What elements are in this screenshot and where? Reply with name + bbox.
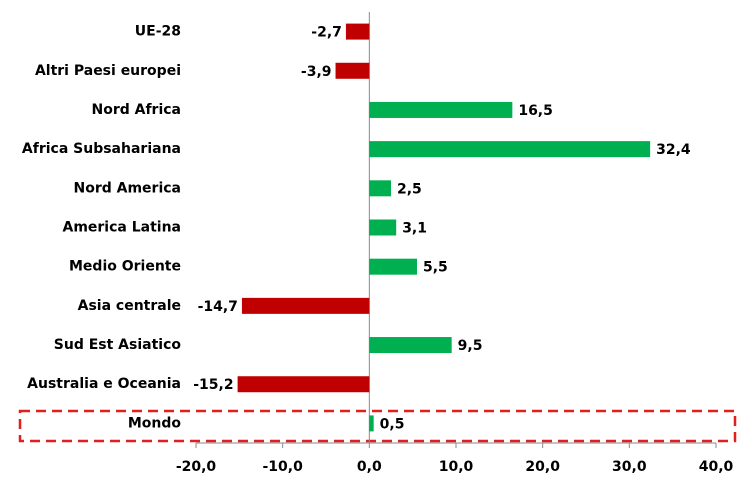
bar	[369, 141, 651, 158]
value-label: 0,5	[380, 416, 405, 432]
bar	[345, 23, 370, 40]
x-tick-label: 20,0	[525, 459, 560, 475]
value-label: 3,1	[402, 221, 427, 237]
y-tick-label: Mondo	[128, 415, 182, 431]
y-tick-label: Nord Africa	[91, 102, 181, 118]
value-label: 16,5	[518, 103, 553, 119]
y-tick-label: Australia e Oceania	[27, 376, 181, 392]
bar	[237, 376, 370, 393]
bar	[335, 62, 370, 79]
x-tick-label: 30,0	[612, 459, 647, 475]
y-tick-label: UE-28	[135, 24, 181, 40]
value-label: 2,5	[397, 181, 422, 197]
x-tick-label: 10,0	[439, 459, 474, 475]
value-label: 32,4	[656, 142, 691, 158]
value-label: 5,5	[423, 260, 448, 276]
bar	[241, 297, 370, 314]
x-tick-label: 40,0	[699, 459, 734, 475]
y-tick-label: Africa Subsahariana	[22, 141, 181, 157]
y-tick-label: Sud Est Asiatico	[54, 337, 182, 353]
y-tick-label: America Latina	[62, 220, 181, 236]
x-tick-label: -20,0	[176, 459, 217, 475]
bar	[369, 415, 374, 432]
value-label: 9,5	[458, 338, 483, 354]
value-label: -15,2	[193, 377, 233, 393]
value-label: -2,7	[311, 25, 342, 41]
highlight-box	[18, 409, 737, 443]
x-tick-label: -10,0	[262, 459, 303, 475]
value-label: -3,9	[301, 64, 332, 80]
y-tick-label: Asia centrale	[78, 298, 181, 314]
bar	[369, 337, 452, 354]
x-tick-label: 0,0	[357, 459, 382, 475]
bar	[369, 219, 397, 236]
bar	[369, 101, 513, 118]
y-tick-label: Medio Oriente	[69, 259, 181, 275]
bar	[369, 258, 417, 275]
value-label: -14,7	[198, 299, 238, 315]
y-tick-label: Nord America	[73, 180, 181, 196]
y-tick-label: Altri Paesi europei	[35, 63, 181, 79]
bar	[369, 180, 391, 197]
